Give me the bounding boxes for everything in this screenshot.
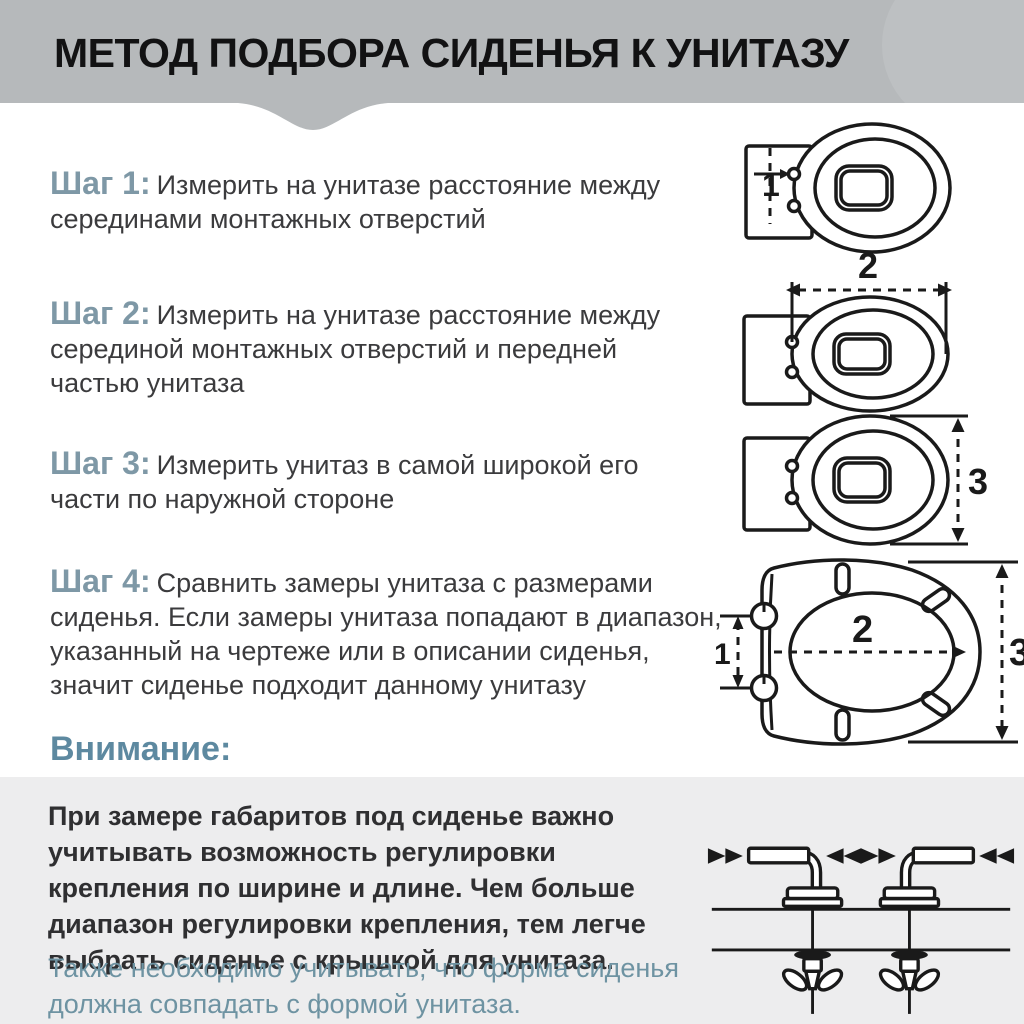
seat-bumper	[920, 690, 952, 718]
attention-heading: Внимание:	[50, 730, 232, 768]
seat-bumper	[834, 708, 851, 742]
seat-dimension-2-label: 2	[852, 609, 873, 651]
dimension-2-label: 2	[858, 250, 878, 286]
decorative-circle	[882, 0, 1024, 130]
adjustable-mount-diagram	[706, 815, 1016, 1021]
seat-dimension-1-label: 1	[714, 638, 731, 671]
step-3-text: Измерить унитаз в самой широкой его част…	[50, 450, 639, 514]
step-4: Шаг 4: Сравнить замеры унитаза с размерам…	[50, 564, 730, 702]
toilet-top-view-step1-diagram: 1	[744, 122, 952, 254]
mount-hole-bottom	[786, 198, 802, 214]
step-3-label: Шаг 3:	[50, 445, 151, 481]
toilet-top-view-step2-diagram: 2	[742, 250, 952, 413]
step-1-label: Шаг 1:	[50, 165, 151, 201]
step-1-text: Измерить на унитазе расстояние между сер…	[50, 170, 661, 234]
page-title: МЕТОД ПОДБОРА СИДЕНЬЯ К УНИТАЗУ	[54, 30, 849, 76]
mount-hole-bottom	[784, 490, 800, 506]
seat-bumper	[920, 586, 952, 614]
step-1: Шаг 1: Измерить на унитазе расстояние меж…	[50, 166, 690, 236]
attention-panel: При замере габаритов под сиденье важно у…	[0, 777, 1024, 1024]
seat-bumper	[834, 562, 851, 596]
seat-dimension-3-label: 3	[1009, 632, 1024, 674]
hinge-bolt-bottom	[749, 673, 779, 703]
step-2-text: Измерить на унитазе расстояние между сер…	[50, 300, 661, 398]
mount-hole-bottom	[784, 364, 800, 380]
toilet-top-view-step3-diagram: 3	[742, 414, 988, 546]
dimension-1-label: 1	[762, 167, 780, 203]
seat-top-view-diagram: 1 2 3	[714, 558, 1024, 746]
step-4-text: Сравнить замеры унитаза с размерами сиде…	[50, 568, 722, 700]
mount-hole-top	[784, 458, 800, 474]
mount-hole-top	[786, 166, 802, 182]
step-3: Шаг 3: Измерить унитаз в самой широкой ег…	[50, 446, 690, 516]
header-bar: МЕТОД ПОДБОРА СИДЕНЬЯ К УНИТАЗУ	[0, 0, 1024, 130]
mount-unit-right	[861, 848, 1014, 1014]
step-2: Шаг 2: Измерить на унитазе расстояние меж…	[50, 296, 690, 400]
attention-teal-text: Также необходимо учитывать, что форма си…	[48, 953, 679, 1019]
attention-bold-text: При замере габаритов под сиденье важно у…	[48, 801, 646, 975]
hinge-bolt-top	[749, 601, 779, 631]
header-notch-shape	[238, 103, 388, 130]
step-4-label: Шаг 4:	[50, 563, 151, 599]
mount-unit-left	[708, 848, 861, 1014]
step-2-label: Шаг 2:	[50, 295, 151, 331]
dimension-3-label: 3	[968, 461, 988, 502]
